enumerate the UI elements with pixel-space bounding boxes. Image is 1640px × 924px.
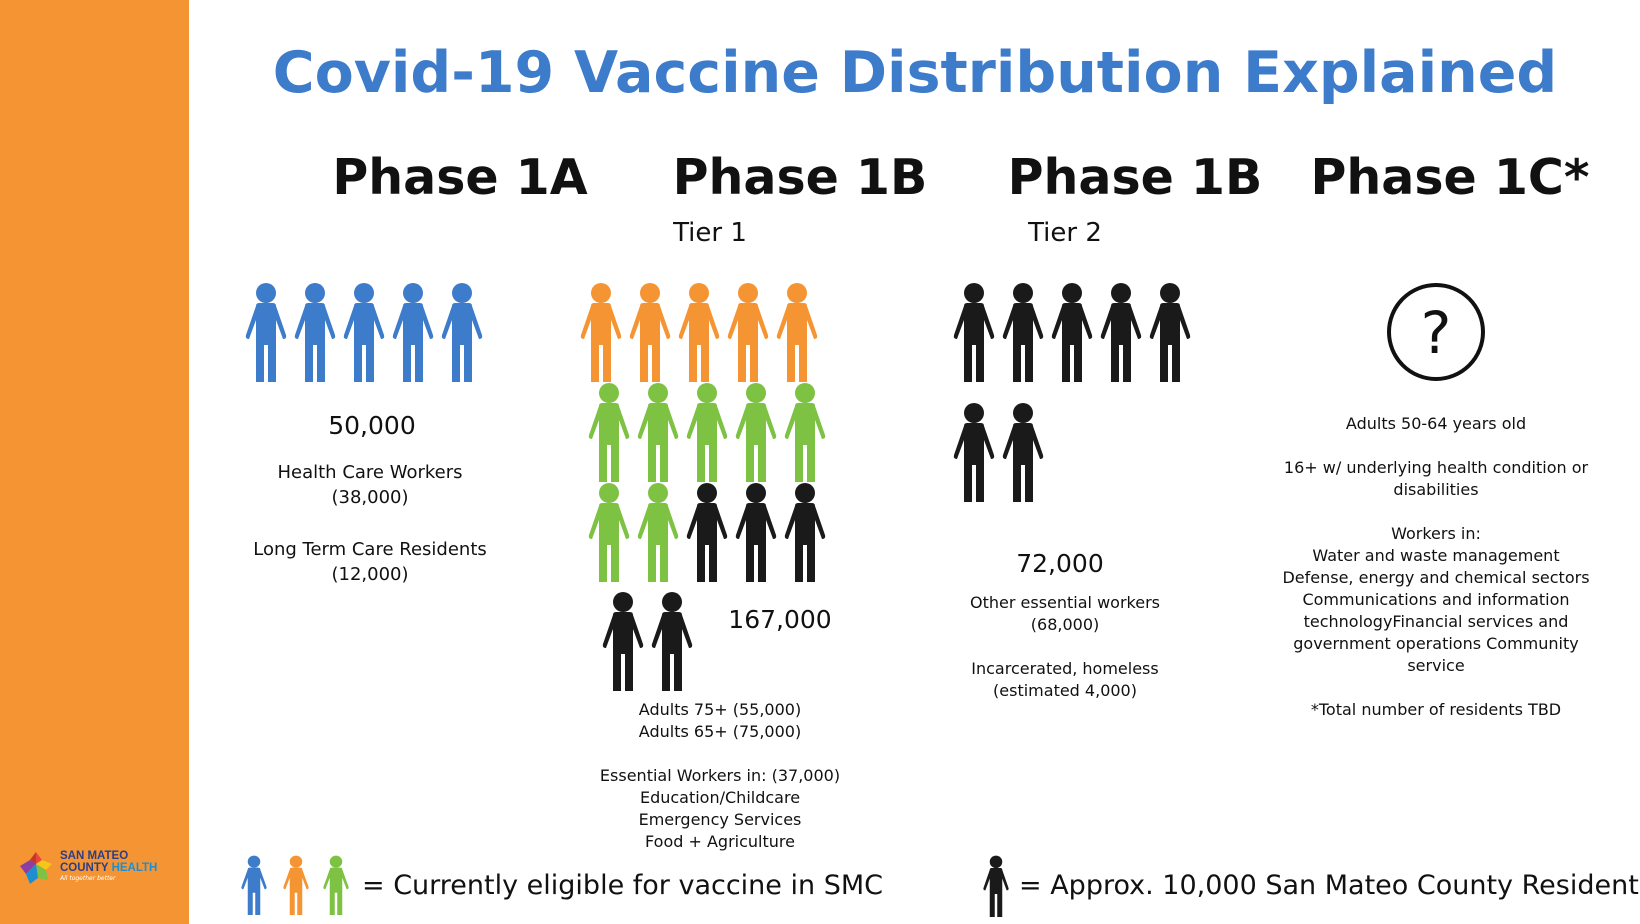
phase-1c-line-11: *Total number of residents TBD	[1310, 700, 1562, 719]
phase-1c-line-6: Defense, energy and chemical sectors	[1282, 568, 1590, 587]
logo-mark-icon	[20, 852, 52, 884]
phase-1b-tier1-line-6: Food + Agriculture	[645, 832, 795, 851]
green-person-icon	[637, 483, 679, 582]
phase-1b-tier2-line-4: (estimated 4,000)	[993, 681, 1137, 700]
phase-1b-tier2-line-3: Incarcerated, homeless	[971, 659, 1159, 678]
phase-1c-heading: Phase 1C*	[1310, 149, 1590, 206]
phase-1b-tier2-total: 72,000	[1016, 549, 1104, 578]
orange-person-icon	[727, 283, 769, 382]
black-person-icon	[686, 483, 728, 582]
green-person-icon	[588, 383, 630, 482]
phase-1b-tier2-row2	[950, 402, 1060, 502]
black-person-icon	[1002, 403, 1044, 502]
legend-eligible-icons	[239, 855, 369, 915]
phase-1b-tier1-row4	[599, 591, 709, 691]
black-person-icon	[1051, 283, 1093, 382]
black-person-icon	[1149, 283, 1191, 382]
phase-1b-tier1-row3	[585, 482, 845, 582]
phase-1a-line-4: (12,000)	[331, 564, 409, 585]
green-person-icon	[637, 383, 679, 482]
orange-person-icon	[678, 283, 720, 382]
phase-1a-line-3: Long Term Care Residents	[253, 539, 487, 560]
phase-1c-line-1: Adults 50-64 years old	[1345, 414, 1527, 433]
black-person-icon	[784, 483, 826, 582]
phase-1a-figures	[242, 282, 502, 382]
logo-tagline: All together better	[60, 875, 116, 882]
phase-1c-line-10: service	[1407, 656, 1465, 675]
phase-1b-tier1-row2	[585, 382, 845, 482]
orange-person-icon	[629, 283, 671, 382]
phase-1b-tier1-label: Tier 1	[673, 218, 747, 248]
phase-1a-total: 50,000	[328, 411, 416, 440]
orange-person-icon	[776, 283, 818, 382]
logo-county: COUNTY	[60, 862, 109, 874]
phase-1b-tier1-row1	[577, 282, 837, 382]
phase-1b-tier1-line-4: Education/Childcare	[639, 788, 801, 807]
sidebar-band	[0, 0, 189, 924]
blue-person-icon	[343, 283, 385, 382]
black-person-icon	[1002, 283, 1044, 382]
phase-1a-line-1: Health Care Workers	[277, 462, 463, 483]
phase-1b-tier2-line-1: Other essential workers	[970, 593, 1160, 612]
logo-line-2: COUNTY HEALTH	[60, 862, 157, 874]
green-person-icon	[588, 483, 630, 582]
phase-1b-tier2-row1	[950, 282, 1210, 382]
phase-1c-line-5: Water and waste management	[1312, 546, 1560, 565]
orange-person-icon	[283, 855, 309, 915]
orange-person-icon	[580, 283, 622, 382]
blue-person-icon	[245, 283, 287, 382]
phase-1a-line-2: (38,000)	[331, 487, 409, 508]
page-title: Covid-19 Vaccine Distribution Explained	[272, 40, 1558, 106]
green-person-icon	[735, 383, 777, 482]
black-person-icon	[651, 592, 693, 691]
green-person-icon	[323, 855, 349, 915]
phase-1c-line-9: government operations Community	[1293, 634, 1579, 653]
san-mateo-county-health-logo: SAN MATEO COUNTY HEALTH All together bet…	[18, 848, 188, 888]
black-person-icon	[1100, 283, 1142, 382]
logo-health: HEALTH	[111, 862, 158, 874]
phase-1b-tier2-line-2: (68,000)	[1030, 615, 1100, 634]
legend-unit-text: = Approx. 10,000 San Mateo County Reside…	[1019, 870, 1640, 901]
phase-1b-tier1-line-1: Adults 75+ (55,000)	[638, 700, 802, 719]
phase-1b-tier1-line-5: Emergency Services	[638, 810, 802, 829]
phase-1b-tier2-label: Tier 2	[1028, 218, 1102, 248]
phase-1c-line-2: 16+ w/ underlying health condition or	[1283, 458, 1589, 477]
phase-1c-line-8: technologyFinancial services and	[1303, 612, 1569, 631]
logo-line-1: SAN MATEO	[60, 850, 129, 862]
phase-1c-line-7: Communications and information	[1302, 590, 1570, 609]
phase-1b-tier2-heading: Phase 1B	[1007, 149, 1263, 206]
legend-eligible-text: = Currently eligible for vaccine in SMC	[362, 870, 883, 901]
green-person-icon	[784, 383, 826, 482]
phase-1b-tier1-line-2: Adults 65+ (75,000)	[638, 722, 802, 741]
phase-1b-tier1-line-3: Essential Workers in: (37,000)	[599, 766, 841, 785]
black-person-icon	[983, 855, 1009, 917]
black-person-icon	[602, 592, 644, 691]
blue-person-icon	[294, 283, 336, 382]
phase-1c-line-4: Workers in:	[1391, 524, 1481, 543]
phase-1b-tier1-total: 167,000	[728, 605, 832, 634]
black-person-icon	[953, 283, 995, 382]
question-mark-circle-icon: ?	[1387, 283, 1485, 381]
svg-text:?: ?	[1421, 299, 1452, 367]
blue-person-icon	[392, 283, 434, 382]
blue-person-icon	[241, 855, 267, 915]
black-person-icon	[735, 483, 777, 582]
phase-1a-heading: Phase 1A	[332, 149, 588, 206]
black-person-icon	[953, 403, 995, 502]
blue-person-icon	[441, 283, 483, 382]
phase-1b-tier1-heading: Phase 1B	[672, 149, 928, 206]
green-person-icon	[686, 383, 728, 482]
phase-1c-line-3: disabilities	[1393, 480, 1479, 499]
legend-unit-icon-wrap	[981, 855, 1015, 917]
